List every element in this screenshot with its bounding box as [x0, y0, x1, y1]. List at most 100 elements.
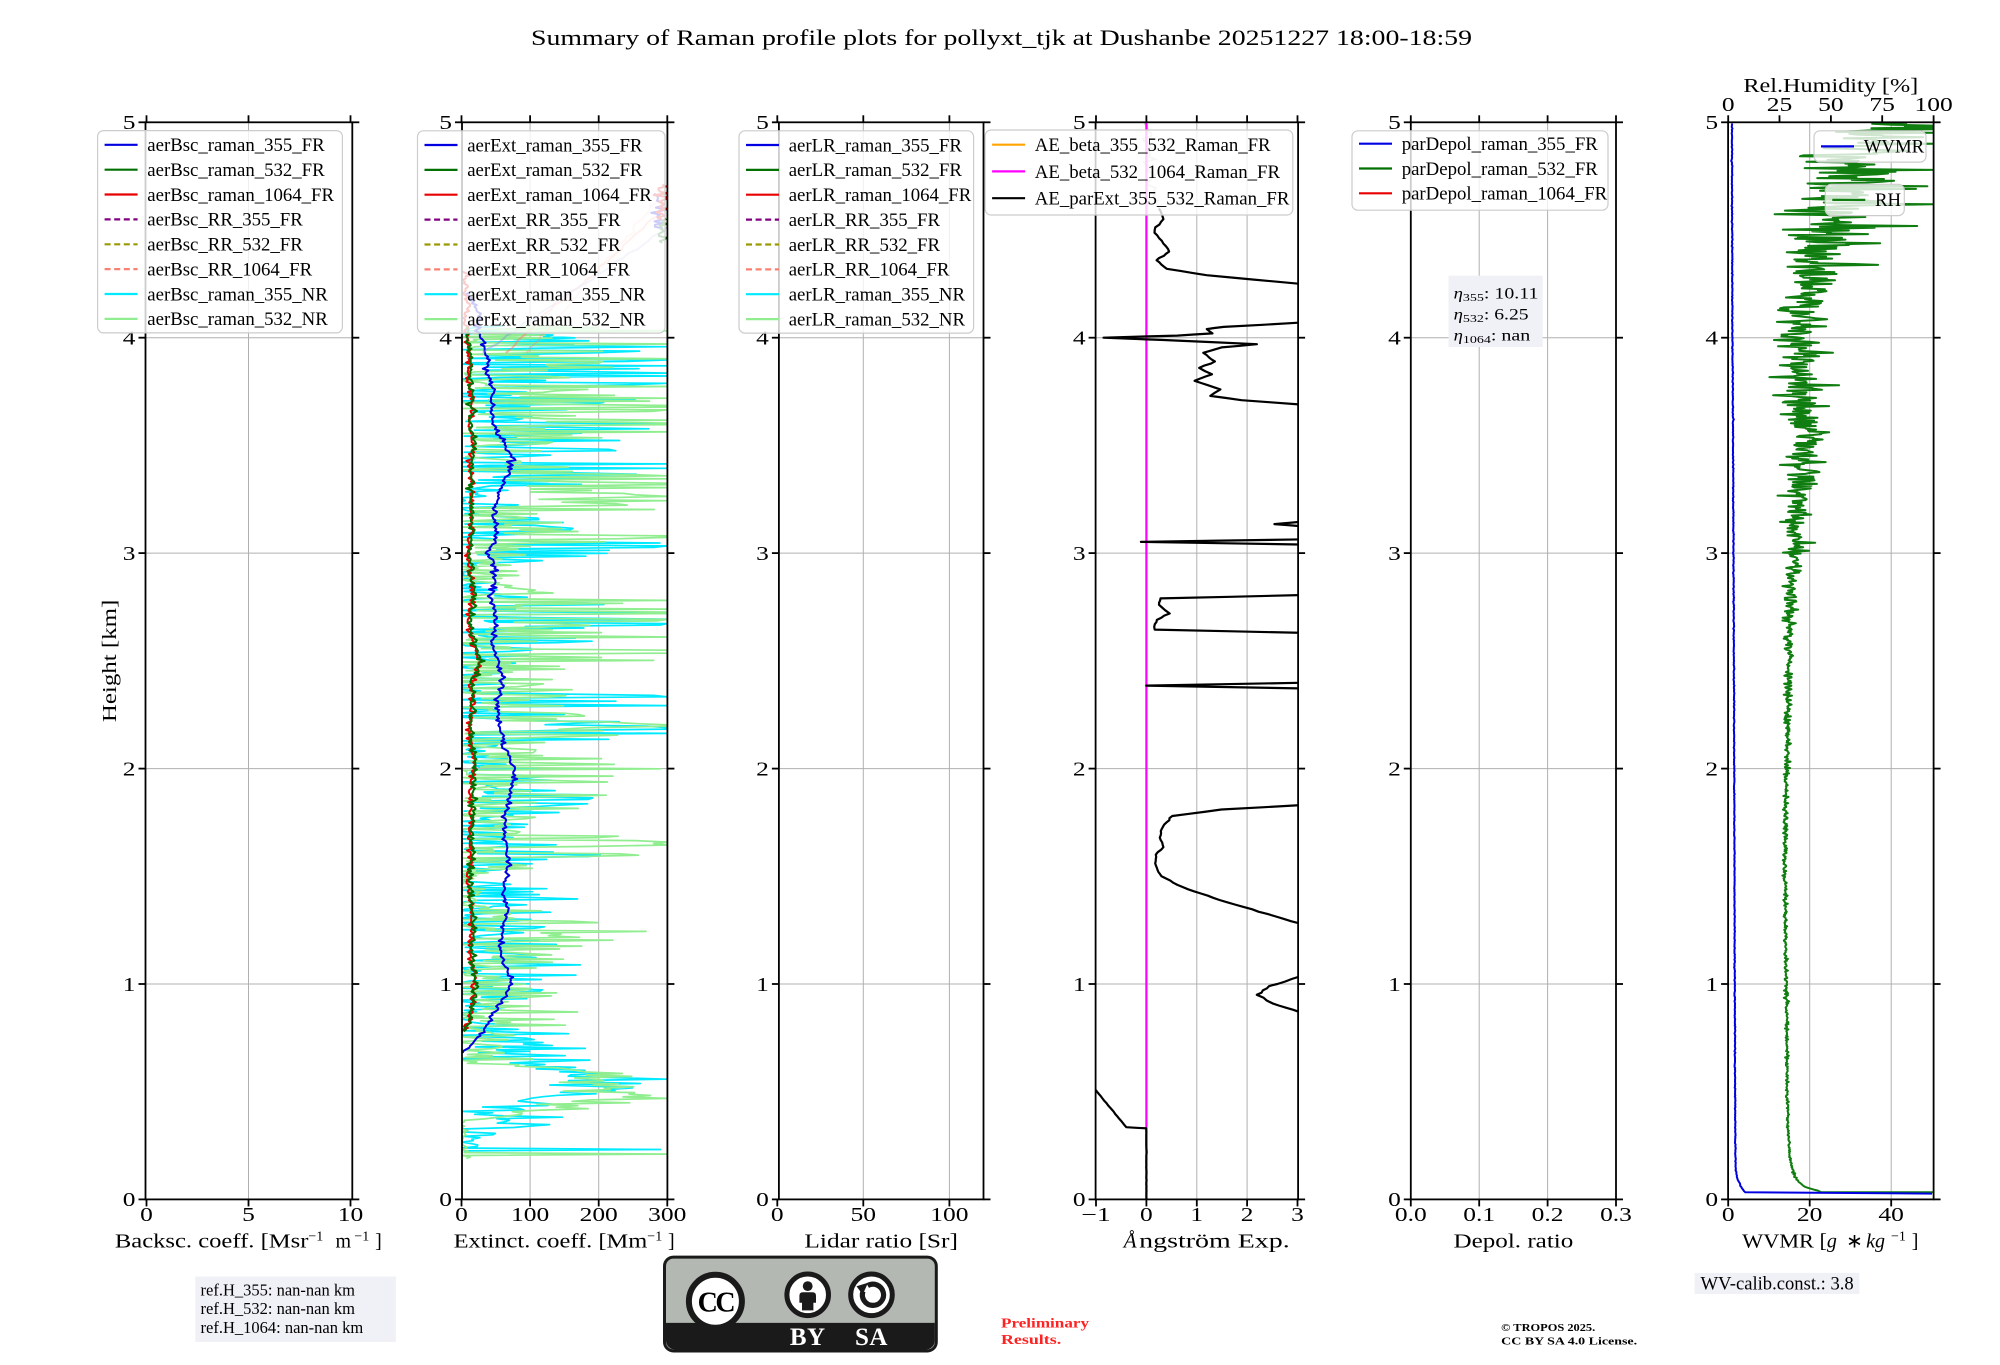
svg-text:aerLR_raman_532_NR: aerLR_raman_532_NR [789, 309, 966, 330]
svg-text:2: 2 [1705, 758, 1718, 780]
svg-text:−1: −1 [1081, 1204, 1111, 1226]
svg-text:1064: 1064 [1463, 334, 1492, 346]
svg-text:aerLR_raman_355_NR: aerLR_raman_355_NR [789, 285, 966, 306]
svg-text:0: 0 [1722, 1204, 1735, 1226]
svg-text:Results.: Results. [1001, 1332, 1061, 1347]
svg-text:SA: SA [855, 1324, 888, 1351]
svg-text:g: g [1827, 1231, 1837, 1253]
svg-text:aerLR_RR_355_FR: aerLR_RR_355_FR [789, 210, 941, 231]
svg-text:100: 100 [511, 1204, 549, 1226]
svg-text:100: 100 [930, 1204, 968, 1226]
svg-text:50: 50 [851, 1204, 877, 1226]
svg-text:ngström Exp.: ngström Exp. [1139, 1231, 1290, 1253]
svg-text:aerBsc_raman_355_NR: aerBsc_raman_355_NR [147, 284, 328, 305]
svg-text:aerExt_raman_1064_FR: aerExt_raman_1064_FR [467, 185, 652, 206]
svg-text:: 6.25: : 6.25 [1484, 307, 1529, 324]
svg-text:25: 25 [1767, 94, 1793, 116]
svg-text:aerExt_RR_532_FR: aerExt_RR_532_FR [467, 235, 621, 256]
svg-text:2: 2 [123, 758, 136, 780]
svg-text:m: m [336, 1231, 352, 1253]
svg-text:ref.H_532: nan-nan km: ref.H_532: nan-nan km [201, 1299, 356, 1318]
svg-text:20: 20 [1797, 1204, 1823, 1226]
svg-text:0: 0 [771, 1204, 784, 1226]
svg-text:5: 5 [1388, 112, 1401, 134]
svg-text:2: 2 [439, 758, 452, 780]
svg-text:3: 3 [1291, 1204, 1304, 1226]
svg-text:0.1: 0.1 [1463, 1204, 1495, 1226]
svg-text:aerBsc_raman_532_FR: aerBsc_raman_532_FR [147, 160, 325, 181]
svg-text:300: 300 [648, 1204, 686, 1226]
svg-text:3: 3 [123, 543, 136, 565]
svg-text:0: 0 [1073, 1189, 1086, 1211]
svg-text:3: 3 [1388, 543, 1401, 565]
svg-text:AE_beta_532_1064_Raman_FR: AE_beta_532_1064_Raman_FR [1035, 162, 1281, 183]
svg-text:aerLR_raman_1064_FR: aerLR_raman_1064_FR [789, 185, 972, 206]
svg-text:5: 5 [123, 112, 136, 134]
svg-text:WV-calib.const.: 3.8: WV-calib.const.: 3.8 [1701, 1274, 1854, 1295]
svg-text:5: 5 [1705, 112, 1718, 134]
svg-text:parDepol_raman_1064_FR: parDepol_raman_1064_FR [1402, 184, 1608, 205]
svg-text:1: 1 [123, 974, 136, 996]
svg-text:aerBsc_raman_355_FR: aerBsc_raman_355_FR [147, 135, 325, 156]
svg-text:aerBsc_raman_532_NR: aerBsc_raman_532_NR [147, 309, 328, 330]
svg-text:0.3: 0.3 [1600, 1204, 1632, 1226]
svg-text:1: 1 [439, 974, 452, 996]
svg-text:2: 2 [756, 758, 769, 780]
svg-text:5: 5 [1073, 112, 1086, 134]
svg-text:Extinct. coeff. [Mm: Extinct. coeff. [Mm [454, 1231, 648, 1253]
svg-text:−1: −1 [647, 1230, 662, 1245]
svg-text:CC BY SA 4.0 License.: CC BY SA 4.0 License. [1501, 1336, 1637, 1348]
svg-text:η: η [1454, 328, 1464, 345]
svg-text:parDepol_raman_532_FR: parDepol_raman_532_FR [1402, 159, 1599, 180]
svg-text:75: 75 [1869, 94, 1895, 116]
svg-text:−1: −1 [308, 1230, 323, 1245]
svg-text:aerBsc_RR_532_FR: aerBsc_RR_532_FR [147, 235, 303, 256]
svg-text:RH: RH [1875, 190, 1902, 211]
svg-text:aerLR_raman_532_FR: aerLR_raman_532_FR [789, 160, 963, 181]
svg-text:4: 4 [1388, 328, 1401, 350]
svg-text:0: 0 [1722, 94, 1735, 116]
svg-text:: nan: : nan [1491, 328, 1531, 345]
svg-text:© TROPOS 2025.: © TROPOS 2025. [1501, 1322, 1595, 1334]
svg-text:−1: −1 [354, 1230, 369, 1245]
svg-text:: 10.11: : 10.11 [1484, 286, 1539, 303]
svg-text:1: 1 [756, 974, 769, 996]
svg-text:aerBsc_RR_355_FR: aerBsc_RR_355_FR [147, 210, 303, 231]
svg-text:aerExt_raman_355_FR: aerExt_raman_355_FR [467, 135, 643, 156]
svg-text:2: 2 [1241, 1204, 1254, 1226]
svg-text:4: 4 [1705, 328, 1718, 350]
svg-text:aerExt_RR_355_FR: aerExt_RR_355_FR [467, 210, 621, 231]
svg-text:Depol. ratio: Depol. ratio [1454, 1231, 1574, 1253]
svg-text:Å: Å [1122, 1229, 1137, 1253]
svg-text:WVMR: WVMR [1864, 137, 1925, 158]
svg-text:5: 5 [242, 1204, 255, 1226]
svg-text:aerBsc_RR_1064_FR: aerBsc_RR_1064_FR [147, 259, 312, 280]
svg-text:0.0: 0.0 [1395, 1204, 1427, 1226]
svg-text:0: 0 [455, 1204, 468, 1226]
svg-text:532: 532 [1463, 313, 1484, 325]
svg-text:aerExt_raman_532_FR: aerExt_raman_532_FR [467, 160, 643, 181]
svg-text:0: 0 [1388, 1189, 1401, 1211]
svg-text:5: 5 [439, 112, 452, 134]
svg-text:BY: BY [790, 1324, 826, 1351]
svg-text:Lidar ratio [Sr]: Lidar ratio [Sr] [804, 1231, 958, 1253]
svg-text:parDepol_raman_355_FR: parDepol_raman_355_FR [1402, 134, 1599, 155]
svg-text:η: η [1454, 286, 1464, 303]
svg-text:1: 1 [1190, 1204, 1203, 1226]
svg-text:200: 200 [580, 1204, 618, 1226]
svg-text:355: 355 [1463, 292, 1485, 304]
svg-text:Preliminary: Preliminary [1001, 1316, 1089, 1331]
svg-text:0: 0 [1140, 1204, 1153, 1226]
svg-text:CC: CC [698, 1288, 735, 1319]
svg-text:aerExt_RR_1064_FR: aerExt_RR_1064_FR [467, 260, 630, 281]
svg-text:0: 0 [756, 1189, 769, 1211]
svg-text:aerExt_raman_355_NR: aerExt_raman_355_NR [467, 285, 646, 306]
svg-text:Summary of Raman profile plots: Summary of Raman profile plots for polly… [531, 25, 1472, 50]
svg-text:]: ] [668, 1231, 675, 1253]
svg-text:ref.H_1064: nan-nan km: ref.H_1064: nan-nan km [201, 1318, 364, 1337]
svg-text:aerExt_raman_532_NR: aerExt_raman_532_NR [467, 309, 646, 330]
svg-text:]: ] [375, 1231, 382, 1253]
svg-text:40: 40 [1878, 1204, 1904, 1226]
svg-text:5: 5 [756, 112, 769, 134]
svg-text:AE_beta_355_532_Raman_FR: AE_beta_355_532_Raman_FR [1035, 135, 1271, 156]
